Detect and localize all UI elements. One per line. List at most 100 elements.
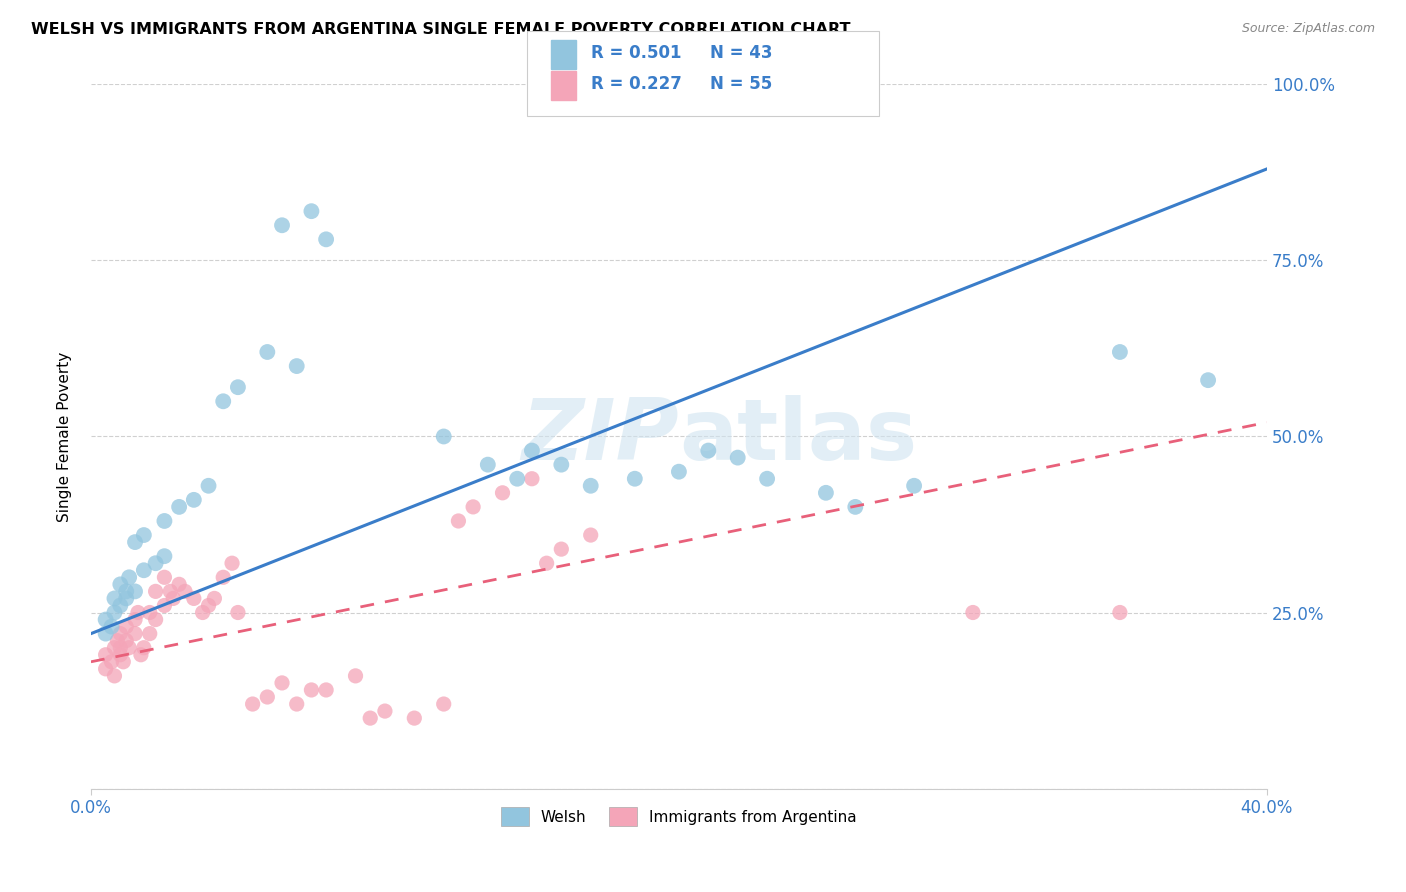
Point: [520, 472, 543, 486]
Point: [127, 606, 149, 620]
Point: [124, 613, 146, 627]
Point: [285, 359, 308, 373]
Point: [159, 584, 181, 599]
Point: [103, 606, 125, 620]
Point: [110, 648, 132, 662]
Point: [124, 535, 146, 549]
Point: [814, 485, 837, 500]
Point: [162, 591, 184, 606]
Point: [94, 648, 117, 662]
Point: [105, 633, 128, 648]
Point: [1109, 345, 1132, 359]
Point: [202, 591, 225, 606]
Point: [212, 394, 235, 409]
Point: [197, 479, 219, 493]
Point: [115, 584, 138, 599]
Text: ZIP: ZIP: [522, 395, 679, 478]
Point: [115, 619, 138, 633]
Text: WELSH VS IMMIGRANTS FROM ARGENTINA SINGLE FEMALE POVERTY CORRELATION CHART: WELSH VS IMMIGRANTS FROM ARGENTINA SINGL…: [31, 22, 851, 37]
Point: [491, 485, 513, 500]
Point: [153, 549, 176, 564]
Point: [962, 606, 984, 620]
Point: [138, 606, 160, 620]
Text: R = 0.501: R = 0.501: [591, 44, 681, 62]
Point: [433, 697, 456, 711]
Point: [463, 500, 485, 514]
Point: [118, 570, 141, 584]
Point: [579, 528, 602, 542]
Point: [221, 556, 243, 570]
Point: [315, 682, 337, 697]
Point: [242, 697, 264, 711]
Point: [183, 492, 205, 507]
Point: [374, 704, 396, 718]
Point: [94, 662, 117, 676]
Point: [129, 648, 152, 662]
Point: [167, 500, 190, 514]
Point: [145, 584, 167, 599]
Point: [174, 584, 197, 599]
Point: [145, 613, 167, 627]
Point: [271, 219, 294, 233]
Text: N = 43: N = 43: [710, 44, 772, 62]
Point: [299, 204, 322, 219]
Text: R = 0.227: R = 0.227: [591, 75, 682, 93]
Point: [256, 690, 278, 704]
Point: [103, 591, 125, 606]
Point: [668, 465, 690, 479]
Point: [183, 591, 205, 606]
Point: [903, 479, 925, 493]
Point: [226, 606, 249, 620]
Point: [153, 570, 176, 584]
Point: [271, 676, 294, 690]
Point: [1197, 373, 1219, 387]
Point: [433, 429, 456, 443]
Point: [285, 697, 308, 711]
Point: [344, 669, 367, 683]
Point: [404, 711, 426, 725]
Point: [100, 655, 122, 669]
Point: [506, 472, 529, 486]
Point: [110, 599, 132, 613]
Point: [115, 633, 138, 648]
Point: [124, 626, 146, 640]
Point: [138, 626, 160, 640]
Point: [118, 640, 141, 655]
Point: [124, 584, 146, 599]
Point: [756, 472, 779, 486]
Point: [110, 626, 132, 640]
Y-axis label: Single Female Poverty: Single Female Poverty: [58, 351, 72, 522]
Point: [145, 556, 167, 570]
Point: [153, 514, 176, 528]
Text: N = 55: N = 55: [710, 75, 772, 93]
Point: [550, 542, 572, 557]
Point: [110, 640, 132, 655]
Point: [94, 626, 117, 640]
Point: [103, 640, 125, 655]
Point: [299, 682, 322, 697]
Text: atlas: atlas: [679, 395, 917, 478]
Point: [226, 380, 249, 394]
Point: [1109, 606, 1132, 620]
Point: [256, 345, 278, 359]
Point: [727, 450, 749, 465]
Point: [359, 711, 381, 725]
Point: [110, 577, 132, 591]
Point: [624, 472, 647, 486]
Point: [132, 563, 155, 577]
Point: [100, 619, 122, 633]
Point: [579, 479, 602, 493]
Point: [697, 443, 720, 458]
Point: [315, 232, 337, 246]
Point: [191, 606, 214, 620]
Point: [103, 669, 125, 683]
Point: [197, 599, 219, 613]
Point: [94, 613, 117, 627]
Text: Source: ZipAtlas.com: Source: ZipAtlas.com: [1241, 22, 1375, 36]
Point: [132, 528, 155, 542]
Point: [112, 655, 135, 669]
Point: [153, 599, 176, 613]
Legend: Welsh, Immigrants from Argentina: Welsh, Immigrants from Argentina: [494, 800, 865, 834]
Point: [477, 458, 499, 472]
Point: [844, 500, 866, 514]
